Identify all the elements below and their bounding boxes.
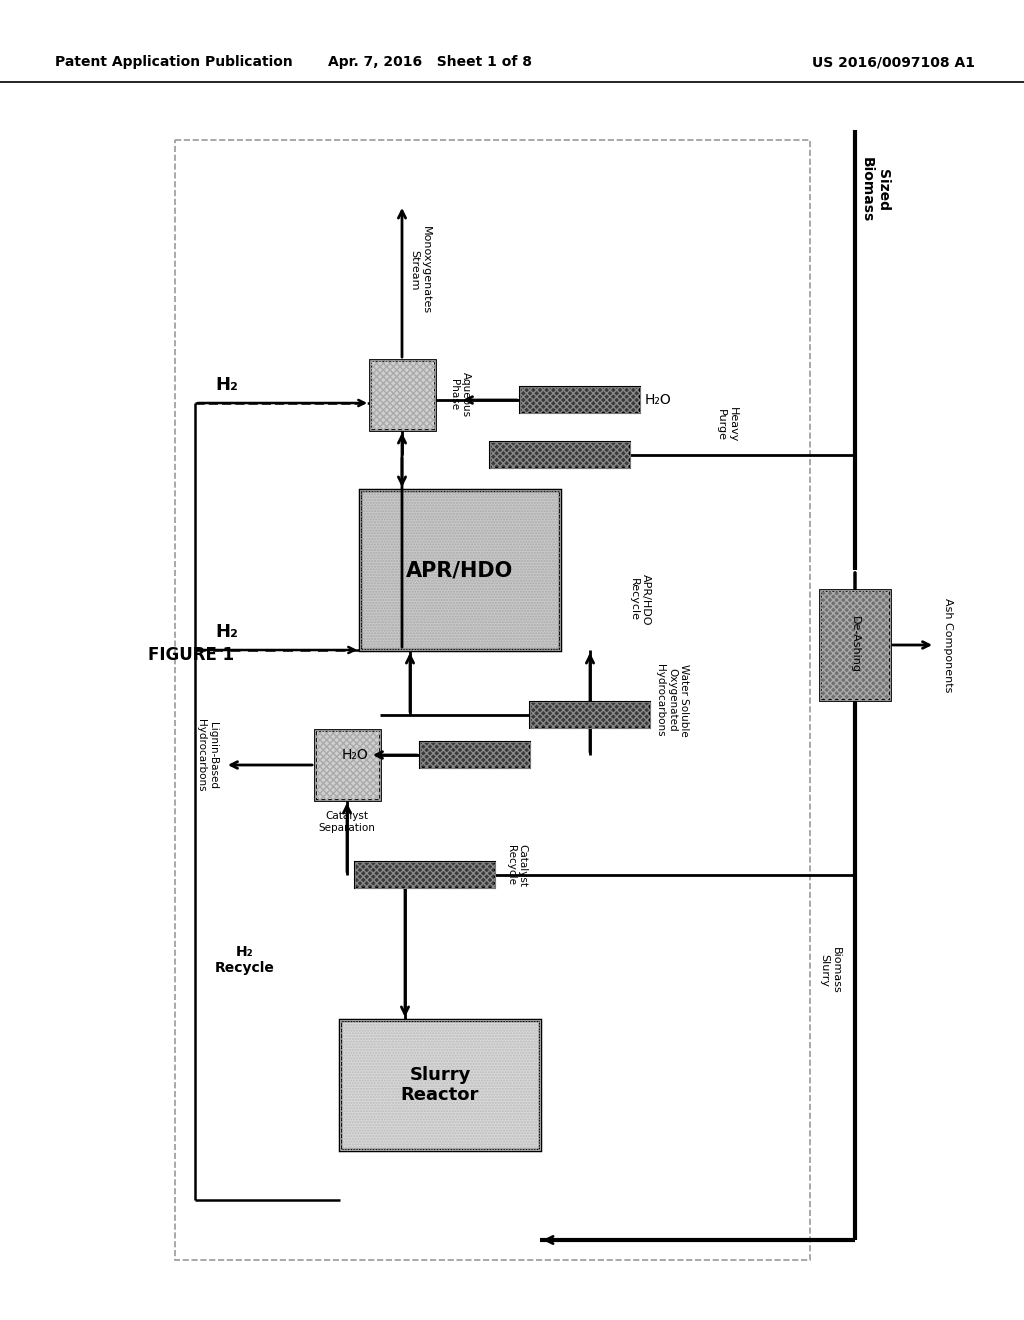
Text: Catalyst
Recycle: Catalyst Recycle [506, 843, 527, 887]
Bar [490, 442, 630, 469]
Text: Lignin-Based
Hydrocarbons: Lignin-Based Hydrocarbons [197, 718, 218, 791]
Bar [370, 360, 435, 430]
Bar [420, 742, 530, 768]
Text: H₂: H₂ [215, 623, 238, 642]
Bar [520, 387, 640, 413]
Bar [340, 1020, 540, 1150]
Bar [530, 702, 650, 729]
Text: Apr. 7, 2016   Sheet 1 of 8: Apr. 7, 2016 Sheet 1 of 8 [328, 55, 532, 69]
Text: Biomass
Slurry: Biomass Slurry [819, 946, 841, 994]
Text: H₂
Recycle: H₂ Recycle [215, 945, 274, 975]
Text: H₂O: H₂O [645, 393, 672, 407]
Text: Catalyst
Separation: Catalyst Separation [318, 812, 376, 833]
Text: Slurry
Reactor: Slurry Reactor [400, 1065, 479, 1105]
Text: FIGURE 1: FIGURE 1 [148, 645, 234, 664]
Bar [530, 702, 650, 729]
Bar [420, 742, 530, 768]
Text: Heavy
Purge: Heavy Purge [716, 408, 738, 442]
Bar [340, 1020, 540, 1150]
Text: APR/HDO
Recycle: APR/HDO Recycle [629, 574, 651, 626]
Text: H₂: H₂ [215, 376, 238, 393]
Bar [520, 387, 640, 413]
Bar [355, 862, 495, 888]
Bar [355, 862, 495, 888]
Bar [360, 490, 560, 649]
Text: Water Soluble
Oxygenated
Hydrocarbons: Water Soluble Oxygenated Hydrocarbons [655, 664, 688, 737]
Text: US 2016/0097108 A1: US 2016/0097108 A1 [812, 55, 975, 69]
Text: Monoxygenates
Stream: Monoxygenates Stream [410, 226, 431, 314]
Text: APR/HDO: APR/HDO [407, 560, 514, 579]
Bar [820, 590, 890, 700]
Bar [370, 360, 435, 430]
Text: Sized
Biomass: Sized Biomass [860, 157, 890, 223]
Bar [360, 490, 560, 649]
Bar [315, 730, 380, 800]
Bar [175, 140, 810, 1261]
Bar [820, 590, 890, 700]
Text: H₂O: H₂O [342, 748, 369, 762]
Text: Ash Components: Ash Components [943, 598, 953, 692]
Text: Aqueous
Phase: Aqueous Phase [450, 372, 471, 417]
Bar [490, 442, 630, 469]
Text: De-Ashing: De-Ashing [850, 616, 860, 673]
Bar [315, 730, 380, 800]
Text: Patent Application Publication: Patent Application Publication [55, 55, 293, 69]
